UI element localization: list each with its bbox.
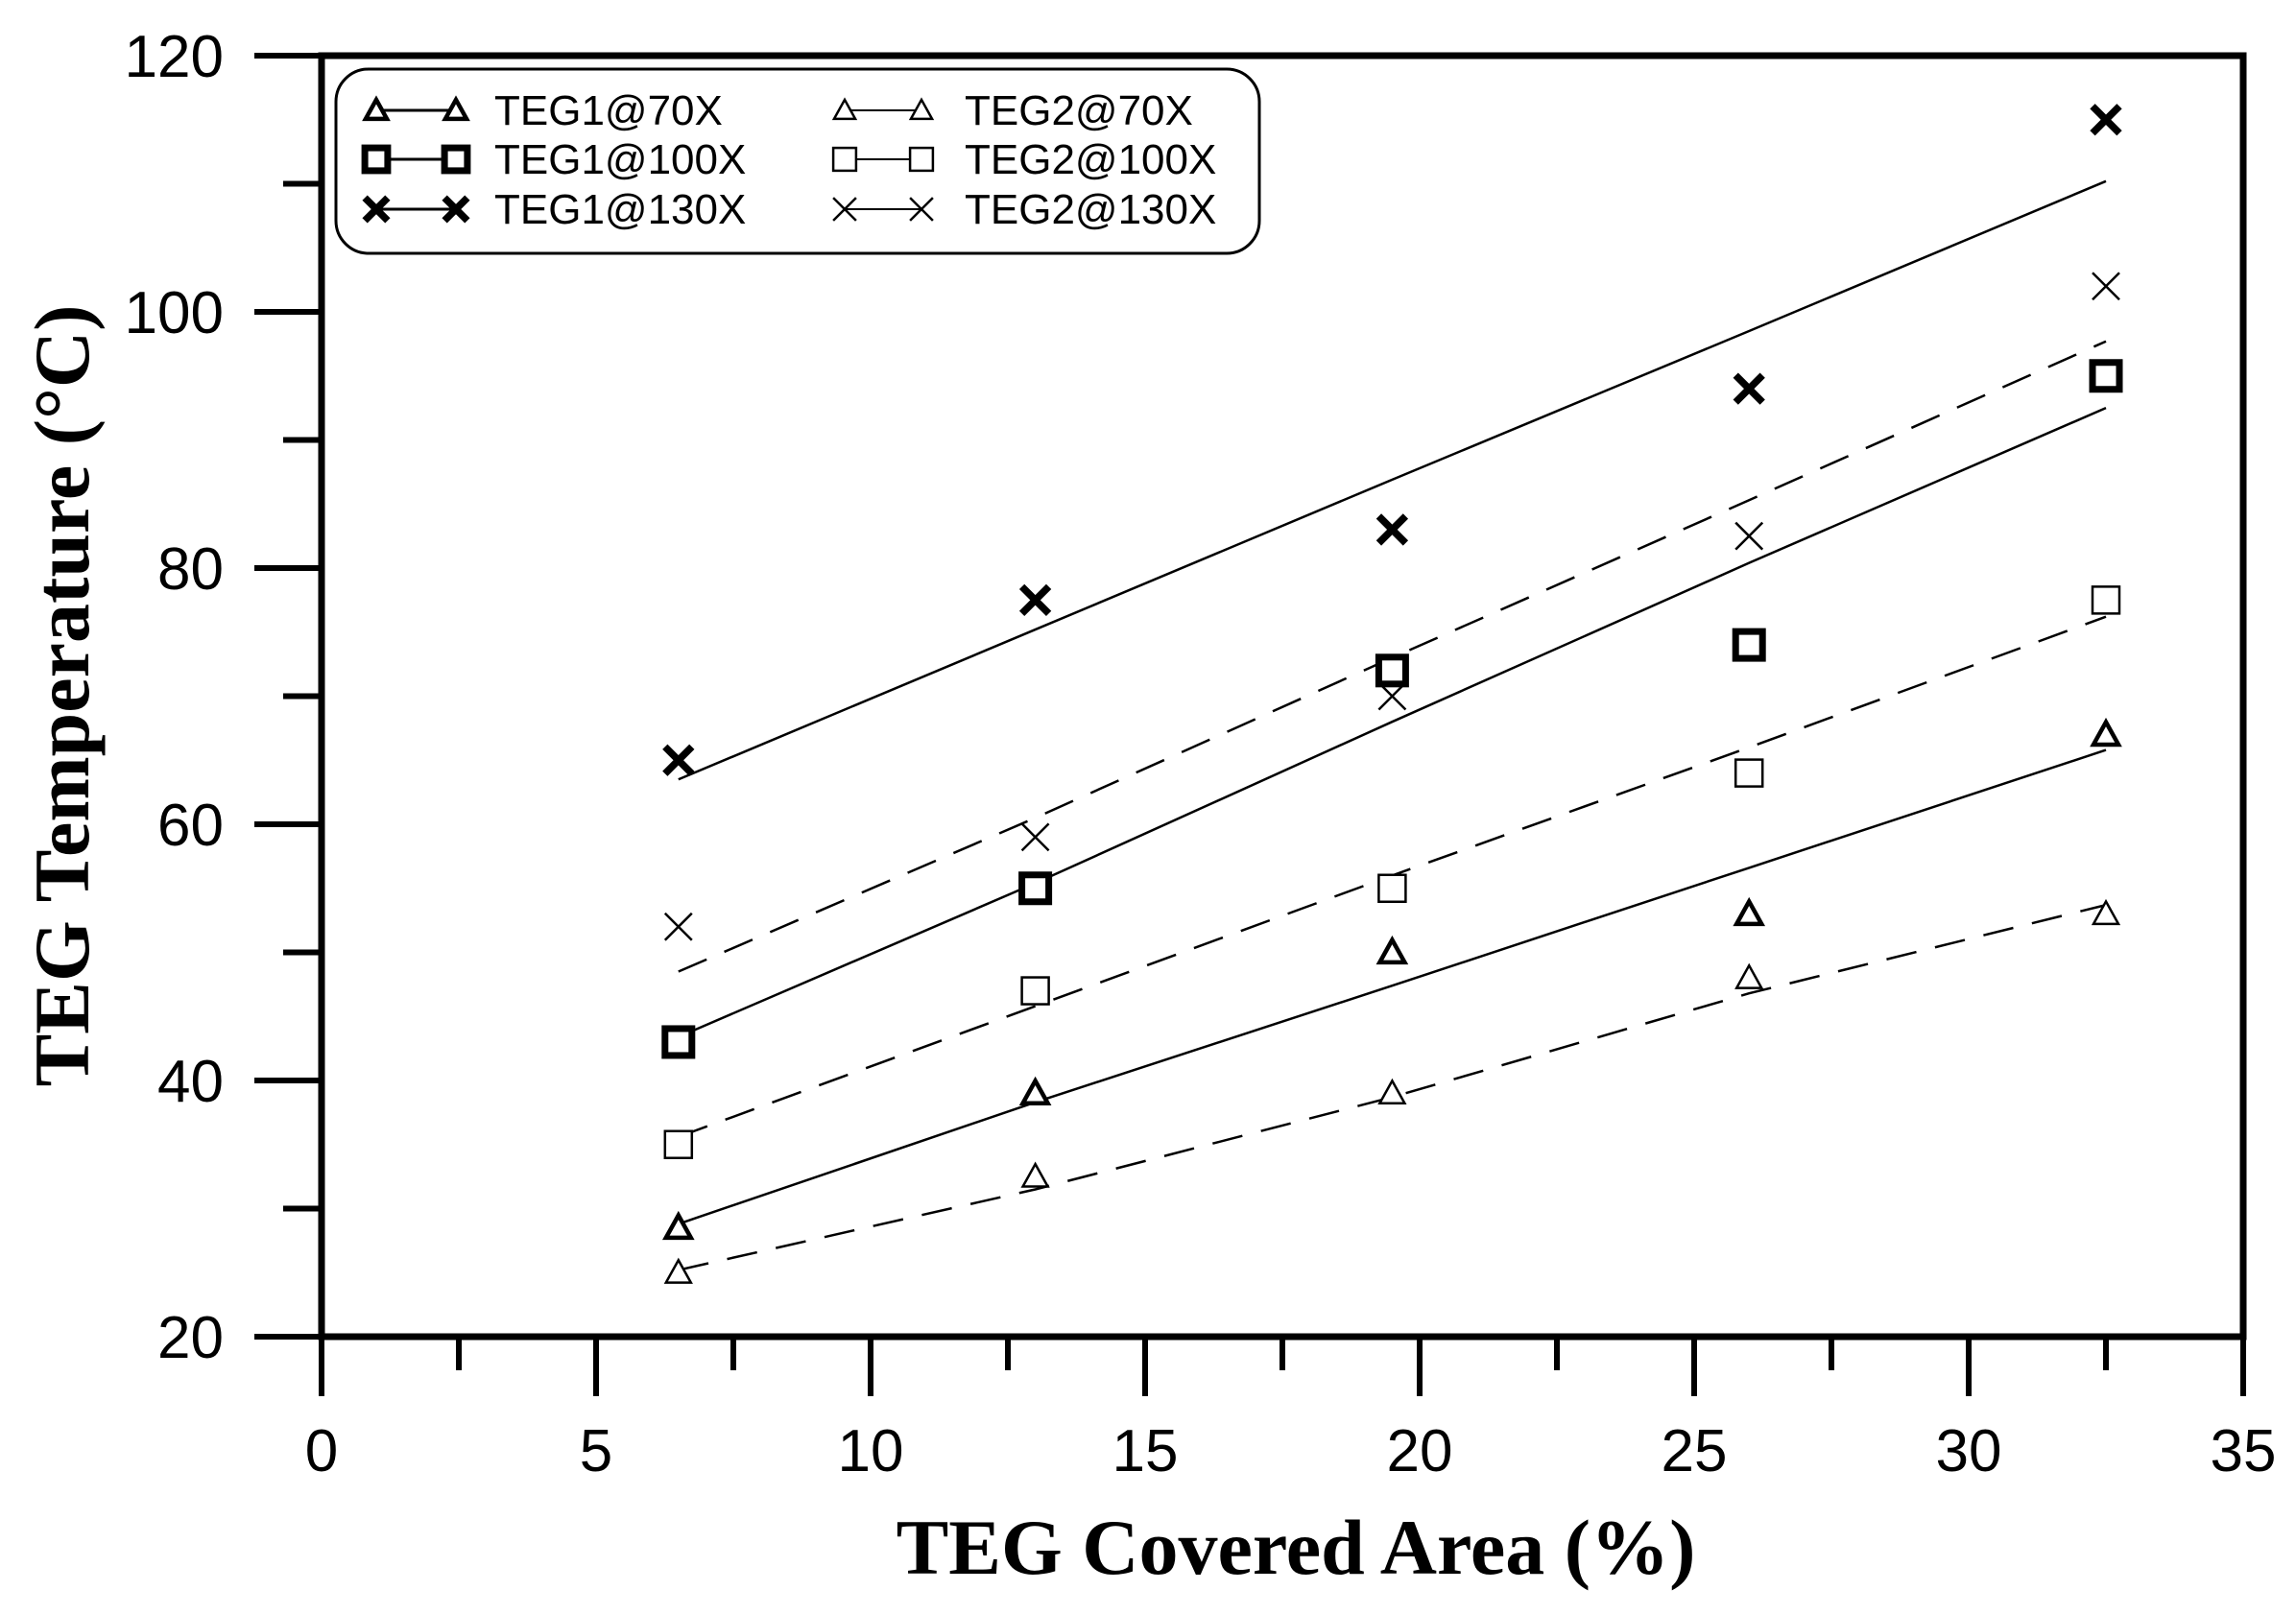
x-marker <box>909 197 934 222</box>
y-tick-label: 40 <box>157 1049 224 1115</box>
fit-lines <box>678 179 2107 1271</box>
square-marker <box>1377 873 1407 903</box>
legend-entry-label: TEG2@130X <box>965 186 1216 233</box>
square-marker <box>441 144 471 175</box>
fit-line <box>678 748 2107 1225</box>
legend: TEG1@70X TEG2@70X TEG1@100X TEG2@100X TEG1@1… <box>334 67 1261 255</box>
x-marker <box>1018 583 1052 617</box>
x-tick-label: 30 <box>1936 1418 2002 1484</box>
legend-entry-label: TEG1@70X <box>494 87 723 134</box>
data-markers <box>661 104 2123 1284</box>
x-marker <box>1734 521 1764 551</box>
x-marker <box>663 912 693 941</box>
triangle-marker <box>442 95 470 122</box>
square-marker <box>661 1025 696 1059</box>
x-marker <box>1375 513 1409 546</box>
square-marker <box>361 144 392 175</box>
triangle-marker <box>1018 1076 1052 1105</box>
legend-entry-label: TEG1@100X <box>494 136 746 183</box>
square-marker <box>1020 976 1050 1006</box>
y-tick-label: 20 <box>157 1305 224 1371</box>
x-marker <box>2090 104 2122 136</box>
x-marker <box>2092 272 2120 301</box>
triangle-marker <box>1377 1078 1407 1104</box>
legend-entry-label: TEG2@70X <box>965 87 1193 134</box>
fit-line <box>678 340 2107 973</box>
legend-entry-label: TEG2@100X <box>965 136 1216 183</box>
triangle-marker <box>2090 717 2122 748</box>
x-axis: 0 5 10 15 20 25 30 35 <box>305 1337 2277 1484</box>
x-marker <box>1377 681 1407 711</box>
triangle-marker <box>1734 962 1764 989</box>
y-axis: 20 40 60 80 100 120 <box>125 24 322 1371</box>
x-tick-label: 0 <box>305 1418 338 1484</box>
x-marker <box>1020 822 1050 852</box>
triangle-marker <box>1733 896 1766 927</box>
x-marker <box>362 195 391 224</box>
x-tick-label: 5 <box>580 1418 612 1484</box>
triangle-marker <box>908 97 935 121</box>
y-tick-label: 60 <box>157 793 224 859</box>
triangle-marker <box>1020 1161 1050 1188</box>
y-tick-label: 120 <box>125 24 224 90</box>
x-tick-label: 35 <box>2211 1418 2277 1484</box>
square-marker <box>2091 585 2121 615</box>
triangle-marker <box>661 1210 695 1241</box>
square-marker <box>1375 653 1409 688</box>
x-tick-label: 15 <box>1112 1418 1179 1484</box>
y-tick-label: 100 <box>125 280 224 346</box>
fit-line <box>678 179 2107 781</box>
triangle-marker <box>663 1257 693 1284</box>
triangle-marker <box>2091 898 2121 926</box>
x-marker <box>1733 372 1765 405</box>
triangle-marker <box>362 95 391 122</box>
y-tick-label: 80 <box>157 536 224 603</box>
x-tick-label: 20 <box>1387 1418 1453 1484</box>
square-marker <box>2089 359 2123 393</box>
x-tick-label: 10 <box>838 1418 904 1484</box>
square-marker <box>1018 871 1053 906</box>
triangle-marker <box>1375 935 1409 965</box>
square-marker <box>663 1129 694 1159</box>
fit-line <box>678 406 2107 1038</box>
x-marker <box>442 195 470 224</box>
triangle-marker <box>831 97 858 121</box>
y-axis-title: TEG Temperature (°C) <box>18 305 106 1087</box>
square-marker <box>908 146 935 173</box>
legend-box <box>334 67 1261 255</box>
x-tick-label: 25 <box>1662 1418 1728 1484</box>
x-marker <box>832 197 857 222</box>
legend-entry-label: TEG1@130X <box>494 186 746 233</box>
x-axis-title: TEG Covered Area (%) <box>897 1504 1696 1591</box>
x-marker <box>662 744 695 776</box>
square-marker <box>831 146 858 173</box>
square-marker <box>1734 758 1764 788</box>
square-marker <box>1732 628 1766 662</box>
